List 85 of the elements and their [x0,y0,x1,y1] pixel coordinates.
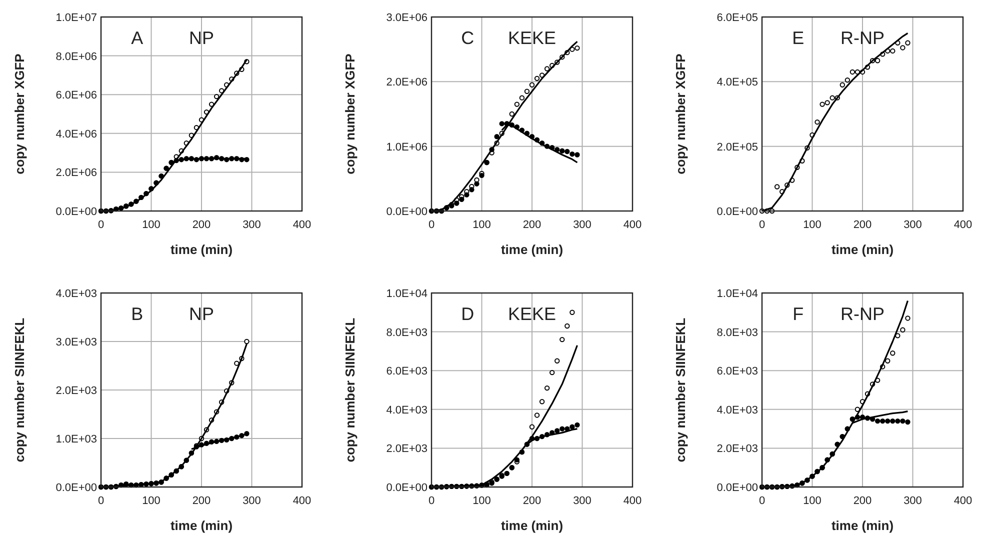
x-tick-label: 200 [853,219,872,231]
y-tick-label: 6.0E+06 [56,90,97,102]
x-axis-title: time (min) [500,242,564,257]
y-tick-label: 0.0E+00 [386,482,428,494]
y-axis-title: copy number XGFP [12,53,27,174]
annotation: KEKE [508,304,556,324]
y-tick-label: 0.0E+00 [56,482,97,494]
x-axis-title: time (min) [500,518,564,533]
y-tick-label: 4.0E+05 [716,76,758,89]
x-tick-label: 100 [803,219,822,231]
x-tick-label: 400 [292,495,312,507]
y-tick-label: 4.0E+06 [56,128,97,140]
x-tick-label: 300 [242,219,261,231]
x-tick-label: 100 [142,219,160,231]
y-axis-title: copy number SIINFEKL [673,318,688,462]
y-tick-label: 1.0E+03 [56,434,97,446]
y-tick-label: 0.0E+00 [716,206,758,218]
y-tick-label: 2.0E+03 [56,385,97,397]
y-axis-title: copy number SIINFEKL [12,318,27,462]
x-tick-label: 0 [758,495,766,507]
x-tick-label: 0 [98,219,104,231]
x-tick-label: 400 [954,219,972,231]
x-tick-label: 400 [292,219,312,231]
y-tick-label: 0.0E+00 [56,206,97,218]
y-tick-label: 1.0E+06 [386,141,428,154]
y-tick-label: 2.0E+03 [716,443,758,456]
y-tick-label: 0.0E+00 [386,206,428,218]
x-tick-label: 100 [142,495,160,507]
y-tick-label: 1.0E+07 [56,12,97,24]
y-tick-label: 2.0E+03 [386,443,428,456]
x-tick-label: 400 [623,495,642,507]
y-tick-label: 3.0E+03 [56,336,97,348]
annotation: KEKE [508,28,556,48]
x-tick-label: 0 [428,219,435,231]
x-axis-title: time (min) [170,518,233,533]
x-tick-label: 300 [904,495,922,507]
annotation: R-NP [840,304,884,324]
y-tick-label: 6.0E+03 [716,366,758,378]
y-tick-label: 4.0E+03 [716,404,758,416]
x-tick-label: 0 [428,495,435,507]
x-axis-title: time (min) [831,242,894,257]
annotation: E [792,28,804,48]
x-tick-label: 200 [522,495,542,507]
annotation: D [461,304,474,324]
x-tick-label: 300 [573,219,592,231]
y-tick-label: 6.0E+03 [386,366,428,378]
x-tick-label: 200 [853,495,872,507]
y-tick-label: 4.0E+03 [386,404,428,416]
x-tick-label: 300 [242,495,261,507]
y-tick-label: 3.0E+06 [386,12,428,24]
x-tick-label: 100 [472,495,491,507]
y-tick-label: 8.0E+03 [386,326,428,339]
y-tick-label: 2.0E+06 [56,167,97,180]
y-axis-title: copy number XGFP [673,53,688,174]
x-tick-label: 0 [98,495,104,507]
y-tick-label: 0.0E+00 [716,482,758,494]
y-tick-label: 6.0E+05 [716,12,758,24]
y-tick-label: 1.0E+04 [716,288,758,300]
annotation: C [461,28,474,48]
x-tick-label: 100 [472,219,491,231]
x-axis-title: time (min) [831,518,894,533]
y-axis-title: copy number XGFP [342,53,358,174]
x-axis-title: time (min) [170,242,233,257]
x-tick-label: 200 [522,219,542,231]
x-tick-label: 200 [192,219,211,231]
x-tick-label: 200 [192,495,211,507]
y-tick-label: 2.0E+06 [386,76,428,89]
annotation: NP [188,304,214,324]
y-tick-label: 8.0E+06 [56,50,97,63]
y-tick-label: 4.0E+03 [56,288,97,300]
y-axis-title: copy number SIINFEKL [342,318,358,462]
annotation: A [131,28,144,48]
x-tick-label: 0 [758,219,766,231]
y-tick-label: 8.0E+03 [716,326,758,339]
annotation: B [131,304,144,324]
x-tick-label: 300 [904,219,922,231]
x-tick-label: 100 [803,495,822,507]
x-tick-label: 300 [573,495,592,507]
y-tick-label: 1.0E+04 [386,288,428,300]
annotation: NP [188,28,214,48]
x-tick-label: 400 [954,495,972,507]
x-tick-label: 400 [623,219,642,231]
y-tick-label: 2.0E+05 [716,141,758,154]
annotation: F [792,304,804,324]
annotation: R-NP [840,28,884,48]
